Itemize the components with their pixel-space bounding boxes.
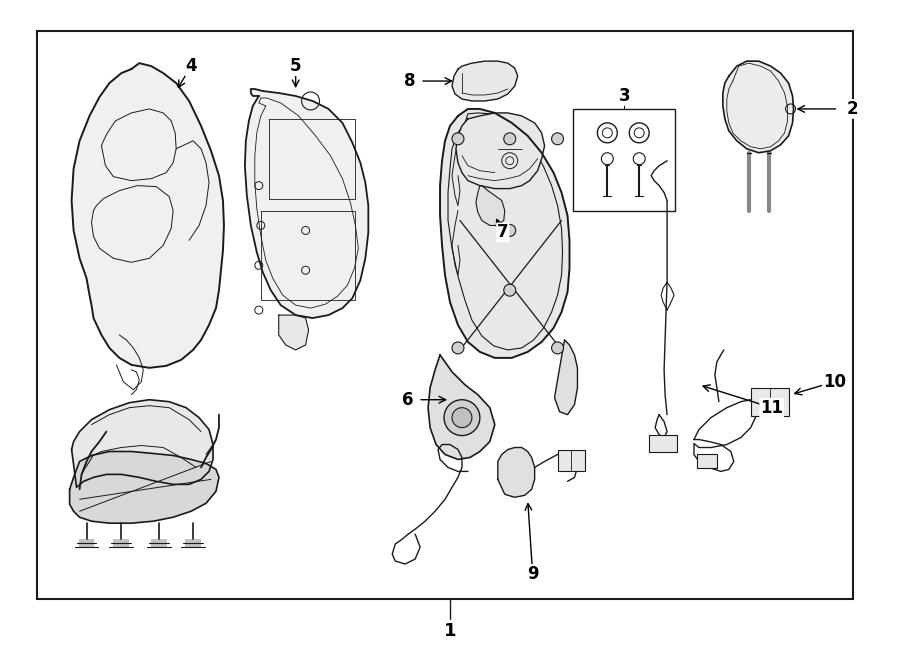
Circle shape — [552, 342, 563, 354]
Polygon shape — [113, 539, 130, 547]
Polygon shape — [72, 63, 224, 368]
Text: 11: 11 — [760, 399, 783, 416]
Polygon shape — [279, 315, 309, 350]
Bar — [697, 455, 717, 469]
Polygon shape — [723, 61, 794, 153]
Circle shape — [452, 133, 464, 145]
Circle shape — [504, 224, 516, 236]
Polygon shape — [69, 451, 219, 523]
Text: 6: 6 — [402, 391, 414, 408]
Polygon shape — [151, 539, 167, 547]
Text: 3: 3 — [618, 87, 630, 105]
Polygon shape — [440, 109, 570, 358]
Text: 5: 5 — [290, 57, 302, 75]
Circle shape — [504, 133, 516, 145]
Circle shape — [552, 133, 563, 145]
Polygon shape — [456, 113, 544, 189]
Circle shape — [504, 284, 516, 296]
Circle shape — [444, 400, 480, 436]
Bar — [751, 388, 788, 416]
Polygon shape — [476, 185, 505, 226]
Polygon shape — [78, 539, 94, 547]
Text: 1: 1 — [444, 622, 456, 639]
Text: 10: 10 — [823, 373, 846, 391]
Text: 4: 4 — [185, 57, 197, 75]
Text: 7: 7 — [497, 223, 508, 242]
Polygon shape — [554, 340, 578, 414]
Polygon shape — [185, 539, 201, 547]
Bar — [573, 109, 675, 211]
Polygon shape — [72, 400, 213, 487]
Polygon shape — [498, 448, 535, 497]
Polygon shape — [452, 61, 518, 101]
Text: 2: 2 — [846, 100, 858, 118]
Circle shape — [452, 408, 472, 428]
Bar — [649, 434, 677, 453]
Polygon shape — [428, 355, 495, 459]
Text: 9: 9 — [526, 565, 538, 583]
Text: 8: 8 — [404, 72, 416, 90]
Bar — [557, 449, 585, 471]
Polygon shape — [245, 89, 368, 318]
Circle shape — [452, 342, 464, 354]
Bar — [37, 31, 853, 599]
